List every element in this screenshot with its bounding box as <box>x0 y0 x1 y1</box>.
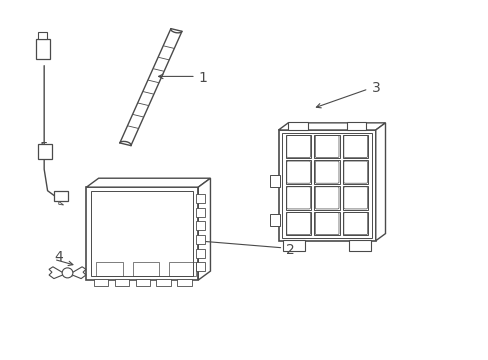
Bar <box>283 240 305 251</box>
Polygon shape <box>70 267 86 279</box>
Polygon shape <box>59 202 63 205</box>
Text: 5: 5 <box>40 141 48 155</box>
Text: 1: 1 <box>198 71 207 85</box>
Bar <box>177 279 192 287</box>
Bar <box>287 122 307 130</box>
Bar <box>342 186 368 210</box>
Bar <box>314 160 339 184</box>
Polygon shape <box>49 267 65 279</box>
Bar <box>342 160 368 184</box>
Bar <box>314 212 339 235</box>
Bar <box>132 262 159 276</box>
Bar <box>38 144 52 158</box>
Polygon shape <box>198 178 210 280</box>
Bar <box>285 135 311 158</box>
Bar <box>285 160 311 184</box>
Bar <box>342 212 368 235</box>
Polygon shape <box>278 123 385 130</box>
Polygon shape <box>375 123 385 241</box>
Bar <box>169 262 196 276</box>
Bar <box>196 249 204 257</box>
Bar <box>346 122 366 130</box>
Bar <box>278 130 375 241</box>
Bar <box>36 39 50 59</box>
Bar <box>86 187 198 280</box>
Bar <box>196 221 204 230</box>
Bar <box>269 214 279 226</box>
Text: 3: 3 <box>372 81 380 95</box>
Bar <box>94 279 108 287</box>
Polygon shape <box>86 178 210 187</box>
Ellipse shape <box>62 268 73 278</box>
Text: 4: 4 <box>54 250 63 264</box>
Bar <box>348 240 370 251</box>
Bar <box>38 32 47 39</box>
Bar <box>196 262 204 271</box>
Bar <box>196 208 204 217</box>
Bar <box>282 133 371 238</box>
Bar <box>54 192 68 202</box>
Bar <box>135 279 150 287</box>
Bar <box>115 279 129 287</box>
Bar <box>196 194 204 203</box>
Bar <box>91 191 193 276</box>
Bar <box>196 235 204 244</box>
Text: 2: 2 <box>286 243 294 257</box>
Bar <box>96 262 122 276</box>
Bar <box>156 279 171 287</box>
Bar <box>342 135 368 158</box>
Bar <box>269 175 279 187</box>
Bar <box>314 135 339 158</box>
Bar <box>314 186 339 210</box>
Bar <box>285 186 311 210</box>
Bar <box>285 212 311 235</box>
